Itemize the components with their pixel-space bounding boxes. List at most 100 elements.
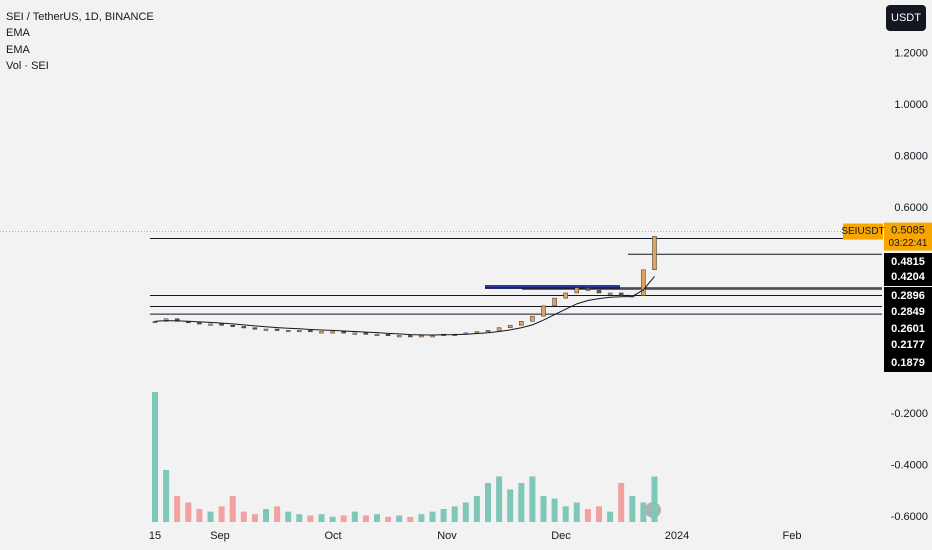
volume-bar (462, 502, 469, 522)
level-label-box (884, 303, 932, 321)
candle (208, 323, 213, 326)
volume-bar (507, 489, 514, 522)
volume-bar (440, 509, 447, 522)
candle (507, 324, 513, 328)
candle (541, 305, 546, 317)
candle (197, 322, 202, 325)
level-label-box (884, 320, 932, 338)
candle (552, 297, 557, 307)
level-label-box (884, 268, 932, 286)
volume-bar (407, 516, 414, 522)
volume-bar (562, 506, 569, 522)
last-price-box (884, 222, 932, 251)
level-label: 0.4815 (891, 256, 925, 268)
volume-bar (596, 506, 602, 522)
currency-button[interactable] (886, 5, 926, 31)
candle (618, 292, 624, 296)
price-tick-label: -0.6000 (891, 511, 928, 523)
candle (596, 290, 602, 294)
candle (363, 332, 369, 335)
volume-bar (529, 476, 536, 522)
volume-bar (329, 516, 336, 522)
time-tick-label: Sep (210, 530, 230, 542)
candle (341, 331, 346, 334)
time-tick-label: Oct (324, 530, 341, 542)
indicator-label[interactable]: EMA (6, 27, 31, 39)
candle (430, 335, 435, 338)
indicator-label[interactable]: EMA (6, 44, 31, 56)
candle (219, 323, 224, 326)
candle (563, 292, 568, 299)
candle (408, 335, 413, 338)
candle (419, 335, 424, 338)
volume-bar (207, 511, 214, 522)
volume-bar (496, 476, 503, 522)
candle (519, 321, 524, 326)
volume-bar (185, 502, 192, 522)
price-tick-label: 0.8000 (894, 150, 928, 162)
volume-bar (551, 498, 558, 522)
candle (308, 330, 313, 333)
last-price-symbol: SEIUSDT (841, 226, 884, 237)
volume-bar (651, 476, 658, 522)
volume-bar (451, 506, 458, 522)
level-label: 0.2849 (891, 306, 925, 318)
volume-bar (473, 496, 480, 522)
volume-bar (340, 515, 347, 522)
level-label: 0.2177 (891, 339, 925, 351)
currency-button-label[interactable]: USDT (891, 12, 921, 24)
candle (285, 330, 291, 333)
price-tick-label: 1.0000 (894, 99, 928, 111)
volume-bar (396, 515, 403, 522)
volume-bar (285, 511, 292, 522)
price-tick-label: 1.2000 (894, 47, 928, 59)
countdown: 03:22:41 (889, 238, 928, 249)
candle (241, 326, 247, 329)
volume-bar (152, 392, 158, 522)
volume-bar (196, 509, 203, 522)
volume-bar (274, 506, 281, 522)
candle (474, 331, 480, 334)
volume-bar (573, 502, 580, 522)
volume-bar (584, 509, 591, 522)
price-tick-label: -0.2000 (891, 408, 928, 420)
candle (263, 328, 269, 331)
volume-bar (229, 496, 236, 522)
volume-bar (351, 511, 358, 522)
level-label-box (884, 253, 932, 271)
candle (641, 269, 646, 296)
volume-bar (251, 514, 258, 522)
volume-bar (429, 511, 436, 522)
volume-bar (485, 483, 491, 522)
volume-bar (218, 506, 225, 522)
volume-bar (385, 516, 392, 522)
volume-bar (640, 502, 647, 522)
ema-line (154, 276, 655, 336)
time-tick-label: Nov (437, 530, 457, 542)
candle (485, 330, 491, 333)
volume-bar (518, 483, 525, 522)
candle (374, 333, 380, 336)
volume-bar (540, 496, 547, 522)
candle (274, 328, 280, 331)
time-tick-label: 15 (149, 530, 161, 542)
candle (496, 327, 502, 331)
candle (352, 332, 358, 335)
candle (607, 292, 613, 295)
volume-bar (618, 483, 625, 522)
candle (574, 287, 580, 294)
candle (652, 236, 657, 271)
volume-bar (174, 496, 181, 522)
candle (585, 287, 591, 291)
time-tick-label: Dec (551, 530, 571, 542)
candle (297, 330, 302, 333)
volume-bar (607, 511, 614, 522)
indicator-label[interactable]: Vol · SEI (6, 60, 49, 72)
volume-bar (374, 514, 380, 522)
level-label: 0.4204 (891, 271, 926, 283)
last-price-label: 0.5085 (891, 224, 925, 236)
volume-bar (318, 514, 325, 522)
volume-bar (307, 515, 314, 522)
last-price-symbol-box (843, 223, 883, 240)
